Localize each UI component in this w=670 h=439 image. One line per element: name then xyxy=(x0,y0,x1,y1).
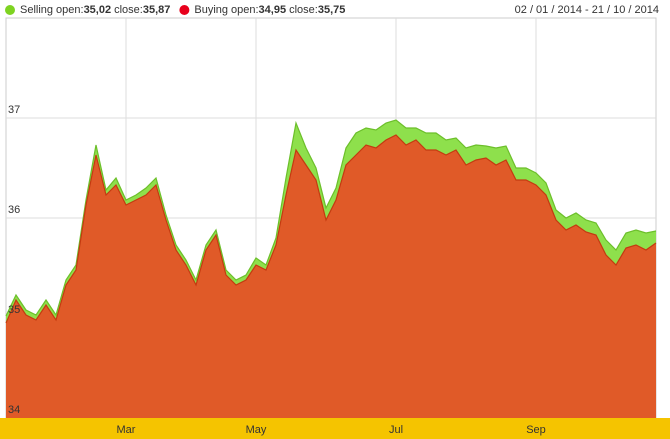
x-axis-band xyxy=(0,418,670,439)
y-tick-label: 37 xyxy=(8,104,20,116)
y-tick-label: 35 xyxy=(8,304,20,316)
legend-label: Buying open:34,95 close:35,75 xyxy=(194,4,345,16)
legend-marker xyxy=(179,5,190,15)
x-tick-label: Sep xyxy=(526,424,546,436)
x-tick-label: May xyxy=(246,424,267,436)
x-tick-label: Mar xyxy=(117,424,136,436)
legend-name: Buying xyxy=(194,4,228,16)
series-line xyxy=(5,119,657,317)
legend-close-value: 35,87 xyxy=(143,4,171,16)
y-tick-label: 34 xyxy=(8,404,20,416)
legend-name: Selling xyxy=(20,4,53,16)
legend-marker xyxy=(5,5,15,15)
legend-close-value: 35,75 xyxy=(318,4,346,16)
legend-close-text: close: xyxy=(114,4,143,16)
legend-open-text: open: xyxy=(231,4,259,16)
legend-close-text: close: xyxy=(289,4,318,16)
y-tick-label: 36 xyxy=(8,204,20,216)
legend-open-value: 35,02 xyxy=(84,4,112,16)
date-range: 02 / 01 / 2014 - 21 / 10 / 2014 xyxy=(515,4,659,16)
area xyxy=(6,135,656,418)
x-tick-label: Jul xyxy=(389,424,403,436)
legend-label: Selling open:35,02 close:35,87 xyxy=(20,4,170,16)
legend-open-text: open: xyxy=(56,4,84,16)
series-line xyxy=(5,134,657,324)
legend-open-value: 34,95 xyxy=(259,4,287,16)
